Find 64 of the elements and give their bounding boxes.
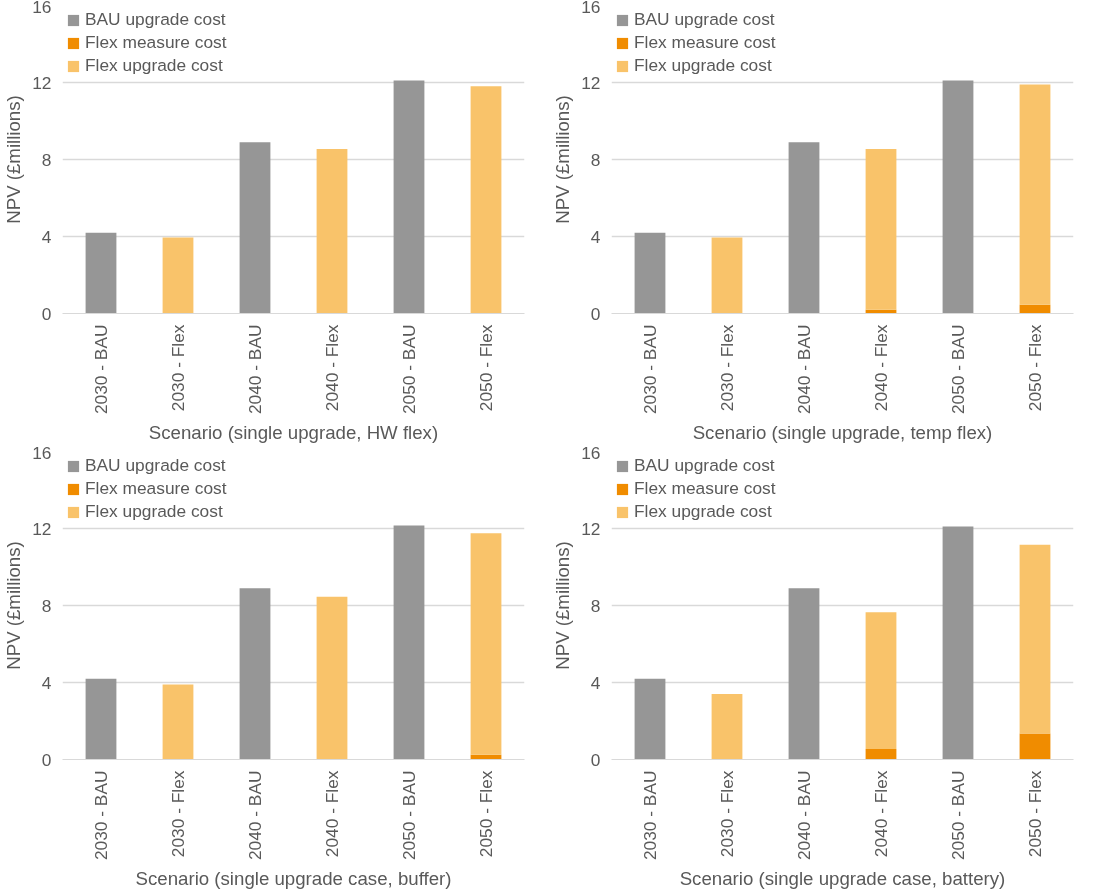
x-tick-label: 2050 - Flex	[1025, 324, 1045, 412]
x-tick-label: 2050 - BAU	[399, 770, 419, 861]
legend-label: Flex measure cost	[634, 478, 776, 499]
y-tick-label: 8	[41, 595, 52, 616]
x-tick-label: 2040 - Flex	[871, 324, 891, 412]
y-tick-label: 16	[581, 442, 601, 463]
x-tick-label: 2040 - BAU	[794, 324, 814, 415]
x-tick-label: 2050 - Flex	[476, 324, 496, 412]
y-tick-label: 0	[590, 303, 601, 324]
y-tick-label: 12	[581, 518, 601, 539]
x-tick-label: 2030 - Flex	[717, 324, 737, 412]
x-axis-title: Scenario (single upgrade, HW flex)	[148, 422, 439, 444]
x-tick-label: 2030 - Flex	[168, 324, 188, 412]
legend-label: Flex upgrade cost	[634, 501, 772, 522]
legend-label: BAU upgrade cost	[634, 9, 775, 30]
x-tick-label: 2030 - BAU	[91, 324, 111, 415]
x-axis-title: Scenario (single upgrade case, battery)	[679, 868, 1006, 890]
x-tick-label: 2030 - Flex	[168, 770, 188, 858]
x-tick-label: 2040 - Flex	[322, 770, 342, 858]
x-tick-label: 2050 - BAU	[948, 324, 968, 415]
y-tick-label: 0	[41, 303, 52, 324]
legend-label: Flex measure cost	[85, 478, 227, 499]
x-axis-title: Scenario (single upgrade case, buffer)	[135, 868, 452, 890]
y-axis-title: NPV (£millions)	[552, 95, 574, 224]
legend-label: Flex upgrade cost	[85, 55, 223, 76]
y-axis-title: NPV (£millions)	[3, 95, 25, 224]
y-tick-label: 0	[41, 749, 52, 770]
y-tick-label: 8	[590, 595, 601, 616]
y-tick-label: 8	[41, 149, 52, 170]
x-tick-label: 2040 - BAU	[245, 770, 265, 861]
y-tick-label: 16	[32, 0, 52, 17]
y-tick-label: 4	[41, 226, 52, 247]
x-tick-label: 2030 - BAU	[640, 770, 660, 861]
y-tick-label: 4	[41, 672, 52, 693]
x-axis-title: Scenario (single upgrade, temp flex)	[692, 422, 993, 444]
x-tick-label: 2030 - BAU	[91, 770, 111, 861]
x-tick-label: 2050 - Flex	[1025, 770, 1045, 858]
x-tick-label: 2040 - Flex	[871, 770, 891, 858]
legend-label: Flex measure cost	[85, 32, 227, 53]
y-tick-label: 12	[32, 72, 52, 93]
x-tick-label: 2050 - BAU	[948, 770, 968, 861]
y-tick-label: 12	[32, 518, 52, 539]
y-tick-label: 12	[581, 72, 601, 93]
y-tick-label: 0	[590, 749, 601, 770]
y-axis-title: NPV (£millions)	[552, 541, 574, 670]
legend-label: BAU upgrade cost	[634, 455, 775, 476]
y-tick-label: 4	[590, 226, 601, 247]
y-tick-label: 16	[32, 442, 52, 463]
legend-label: Flex upgrade cost	[634, 55, 772, 76]
x-tick-label: 2050 - Flex	[476, 770, 496, 858]
x-tick-label: 2040 - BAU	[245, 324, 265, 415]
legend-label: Flex upgrade cost	[85, 501, 223, 522]
x-tick-label: 2030 - BAU	[640, 324, 660, 415]
legend-label: BAU upgrade cost	[85, 9, 226, 30]
y-tick-label: 16	[581, 0, 601, 17]
legend-label: Flex measure cost	[634, 32, 776, 53]
x-tick-label: 2030 - Flex	[717, 770, 737, 858]
y-axis-title: NPV (£millions)	[3, 541, 25, 670]
x-tick-label: 2050 - BAU	[399, 324, 419, 415]
y-tick-label: 4	[590, 672, 601, 693]
x-tick-label: 2040 - Flex	[322, 324, 342, 412]
x-tick-label: 2040 - BAU	[794, 770, 814, 861]
legend-label: BAU upgrade cost	[85, 455, 226, 476]
y-tick-label: 8	[590, 149, 601, 170]
